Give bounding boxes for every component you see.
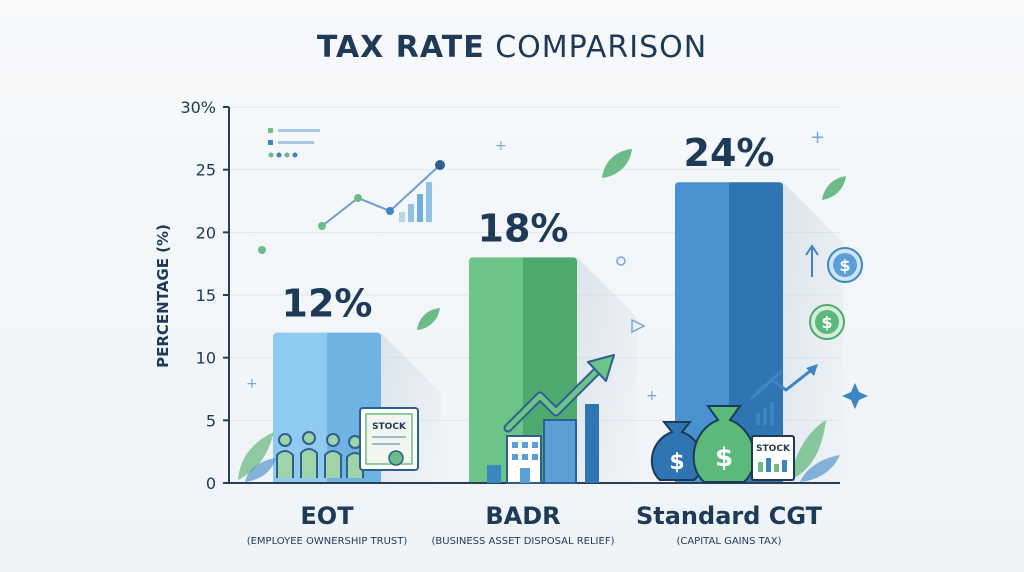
- leaf-icon: [417, 308, 440, 330]
- y-tick-label: 30%: [180, 98, 216, 117]
- bar-standard-cgt: [675, 182, 783, 483]
- stock-certificate-icon: STOCK: [359, 407, 419, 471]
- y-tick-label: 25: [196, 161, 216, 180]
- y-tick-label: 0: [206, 474, 216, 493]
- building-growth-icon: [487, 354, 615, 484]
- svg-text:+: +: [495, 138, 507, 154]
- category-subtitle: (EMPLOYEE OWNERSHIP TRUST): [247, 536, 408, 547]
- svg-text:$: $: [839, 256, 850, 275]
- value-labels: 12% 18% 24%: [282, 131, 775, 325]
- svg-text:$: $: [715, 443, 733, 473]
- y-tick-label: 5: [206, 411, 216, 430]
- svg-text:+: +: [246, 376, 258, 392]
- decorations: + + + +: [246, 127, 868, 409]
- category-label: Standard CGT: [636, 502, 823, 530]
- value-label: 24%: [684, 131, 775, 175]
- value-label: 18%: [478, 206, 569, 250]
- y-tick-label: 20: [196, 223, 216, 242]
- money-bags-icon: $ $ STOCK: [651, 364, 840, 483]
- chart-title-bold: TAX RATE: [316, 30, 485, 65]
- dollar-coin-icon: $: [827, 247, 863, 283]
- svg-text:$: $: [669, 450, 684, 475]
- svg-text:+: +: [810, 127, 825, 148]
- category-subtitle: (BUSINESS ASSET DISPOSAL RELIEF): [432, 536, 615, 547]
- dollar-coin-icon: $: [809, 304, 845, 340]
- line-chart-icon: [318, 160, 445, 230]
- y-tick-label: 10: [196, 349, 216, 368]
- y-tick-label: 15: [196, 286, 216, 305]
- category-labels: EOT (EMPLOYEE OWNERSHIP TRUST) BADR (BUSINE…: [247, 502, 823, 547]
- leaf-icon: [602, 149, 632, 178]
- category-label: EOT: [300, 502, 354, 530]
- y-axis-label: PERCENTAGE (%): [154, 224, 172, 368]
- value-label: 12%: [282, 282, 373, 326]
- leaf-icon: [822, 176, 846, 200]
- list-icon: [268, 128, 320, 158]
- svg-text:$: $: [821, 313, 832, 332]
- chart-title: TAX RATE COMPARISON: [0, 30, 1024, 65]
- svg-text:STOCK: STOCK: [756, 444, 791, 454]
- y-ticks: 0 5 10 15 20 25 30%: [180, 98, 229, 493]
- svg-text:STOCK: STOCK: [372, 422, 407, 432]
- category-label: BADR: [485, 502, 560, 530]
- chart-title-light: COMPARISON: [495, 30, 708, 65]
- svg-text:+: +: [646, 388, 658, 404]
- category-subtitle: (CAPITAL GAINS TAX): [676, 536, 781, 547]
